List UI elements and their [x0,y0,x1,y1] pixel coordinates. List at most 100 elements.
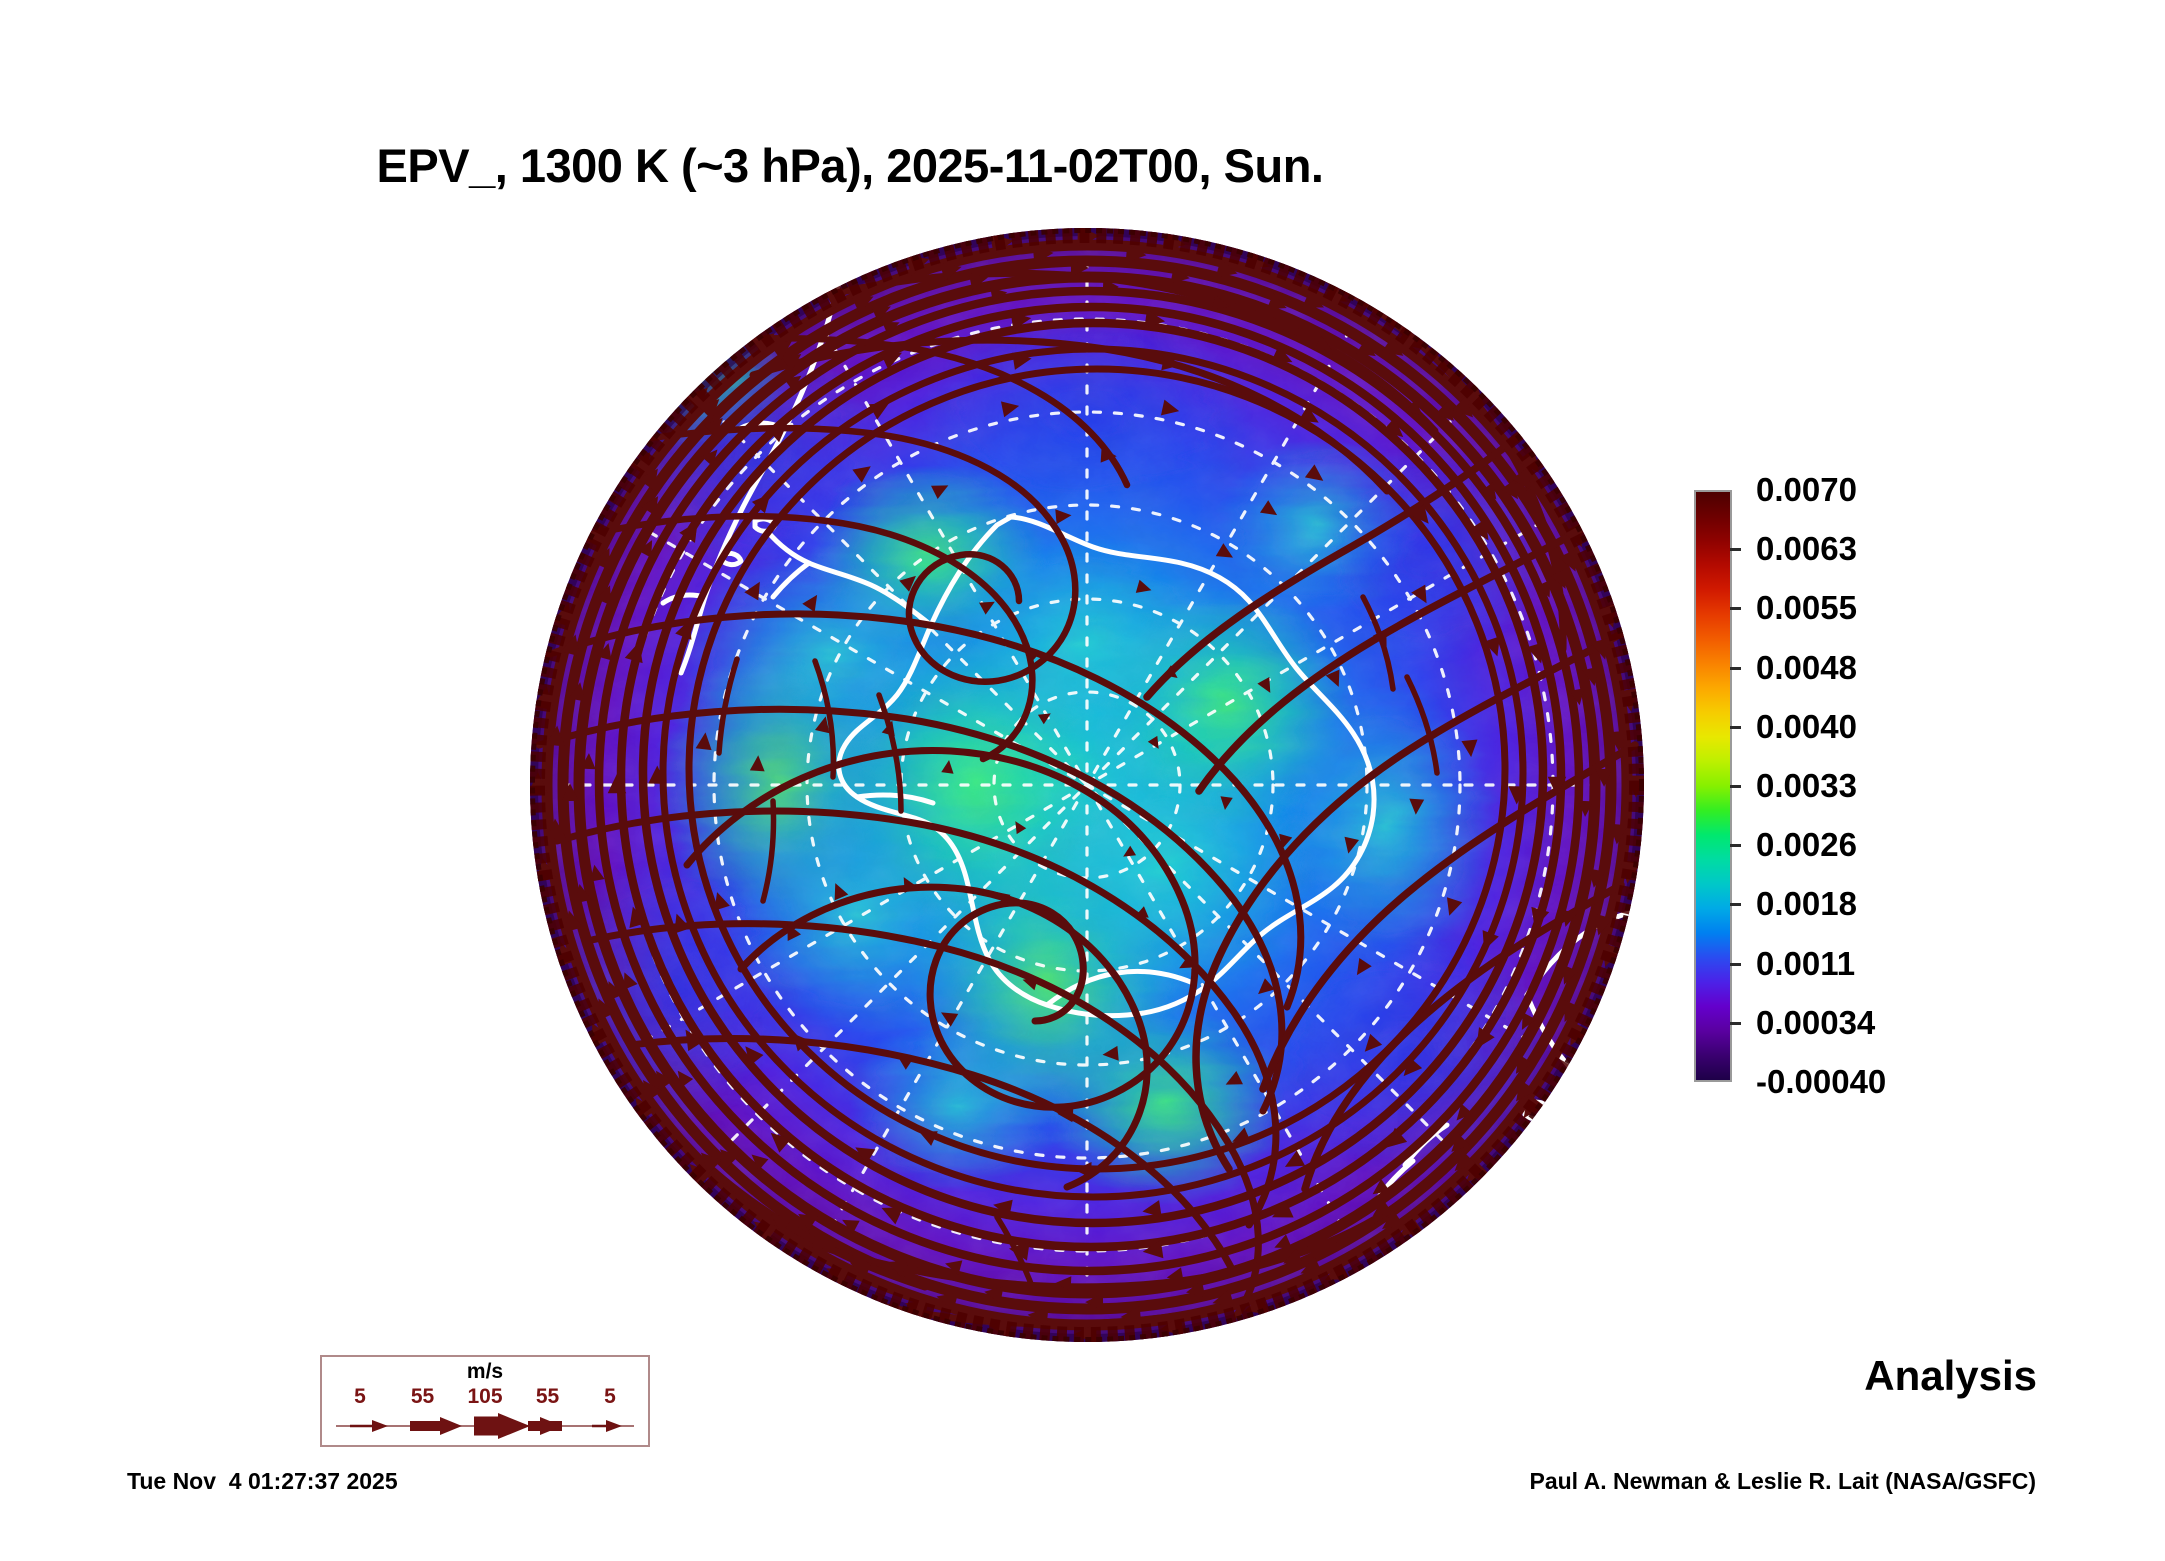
streamline-arrowhead [1516,1079,1536,1102]
streamline-arrowhead [624,641,643,664]
streamline-arrowhead [1461,739,1478,758]
streamline-arrowhead [679,521,698,543]
streamline-arrowhead [561,634,580,657]
streamline-arrowhead [1232,1127,1251,1143]
streamline-arrowhead [1057,1107,1074,1123]
colorbar-tick-label: 0.0048 [1756,648,1857,686]
streamline-arrowhead [1215,543,1233,558]
polar-stereographic-map[interactable] [527,225,1647,1345]
streamline-arrowhead [1536,580,1551,598]
streamline-arrowhead [1594,913,1613,936]
streamline-arrowhead [1134,906,1149,918]
streamline-arrowhead [592,547,610,571]
colorbar-tick [1730,607,1741,611]
streamline-arrowhead [882,321,900,336]
colorbar-gradient [1694,490,1732,1082]
streamline-arrowhead [896,1054,915,1070]
streamline-arrowhead [547,818,567,840]
streamline-arrowhead [1569,688,1585,706]
streamline-arrowhead [1508,786,1526,805]
streamline-arrowhead [996,891,1011,905]
streamline-arrowhead [1454,1150,1476,1172]
streamline-arrowhead [1215,259,1238,278]
streamline-arrowhead [545,725,565,747]
colorbar-tick [1730,548,1741,552]
streamline-arrowhead [1144,309,1166,328]
streamline-arrowhead [751,1154,769,1171]
streamline-arrowhead [1166,1267,1184,1283]
streamline-arrowhead [1609,823,1629,845]
streamline-arrowhead [881,720,895,737]
streamline-arrowhead [770,1214,793,1234]
streamline-arrowhead [1125,243,1147,263]
streamline-arrowhead [674,913,691,934]
streamline-arrowhead [834,883,849,901]
streamline-arrowhead [945,1260,963,1276]
colorbar-tick-label: 0.0040 [1756,707,1857,745]
streamline-arrowhead [993,1199,1013,1217]
streamline-arrowhead [698,398,720,420]
wind-value-label: 5 [604,1385,616,1408]
colorbar[interactable]: 0.0070 0.0063 0.0055 0.0048 0.0040 0.0033 0.00… [1694,473,2114,1108]
streamline-arrowhead [852,466,871,483]
streamline-arrowhead [936,1292,959,1311]
streamline-arrowhead [1284,1150,1306,1167]
streamline-arrowhead [1526,642,1545,664]
streamline-arrowhead [1547,776,1567,797]
streamline-arrowhead [1022,977,1039,991]
streamline-arrowhead [851,296,874,314]
streamline-arrowhead [855,1147,876,1165]
streamline-arrowhead [990,287,1008,303]
streamline-arrowhead [1300,1256,1323,1274]
streamline-arrowhead [744,581,760,601]
streamline-arrowhead [1135,579,1152,593]
streamline-arrowhead [1435,402,1454,421]
streamline-arrowhead [1325,669,1340,687]
streamline-arrowhead [607,981,624,1001]
streamline-arrowhead [1564,999,1582,1023]
streamline-arrowhead [1588,868,1606,888]
streamline-arrowhead [751,493,771,514]
streamline-arrowhead [1123,845,1137,857]
streamline-arrowhead [568,682,586,702]
streamline-arrowhead [1301,290,1325,308]
streamline-arrowhead [714,892,730,911]
streamline-arrowhead [784,375,802,392]
streamline-arrowhead [787,923,802,941]
streamline-arrowhead [1456,1103,1473,1121]
streamline-arrowhead [1010,311,1032,331]
streamline-arrowhead [1409,798,1425,815]
streamline-arrowhead [798,1213,818,1231]
streamline-arrowhead [1259,500,1278,516]
streamline-arrowhead [781,353,802,372]
streamline-arrowhead [814,716,830,734]
streamline-arrowhead [589,864,605,882]
streamline-arrowhead [766,422,788,443]
wind-speed-legend: m/s 5 55 105 55 5 [320,1355,650,1447]
streamline-arrowhead [1258,978,1275,995]
high-wind-rim [530,228,1644,1342]
colorbar-tick-label: 0.0055 [1756,589,1857,627]
streamline-arrowhead [871,305,891,322]
streamline-arrowhead [1298,405,1319,423]
streamline-arrowhead [1582,666,1600,686]
streamline-arrowhead [1405,399,1423,416]
streamline-arrowhead [1120,1305,1142,1325]
streamline-arrowhead [770,1132,792,1153]
streamline-arrowhead [1411,584,1427,604]
streamline-arrowhead [1283,1248,1303,1265]
streamline-arrowhead [1356,957,1372,976]
streamline-arrowhead [1070,259,1089,277]
streamline-arrowhead [1515,1054,1533,1074]
streamline-arrowhead [770,340,792,361]
streamline-arrowhead [1074,1161,1092,1179]
streamline-arrowhead [1274,1234,1292,1249]
streamline-arrowhead [1521,1012,1537,1030]
streamline-arrowhead [685,1029,704,1052]
streamline-arrowhead [720,1149,739,1168]
streamline-arrowhead [695,732,712,751]
streamline-arrowhead [623,972,638,990]
streamline-arrowhead [607,773,627,794]
streamline-arrowhead [1480,482,1497,500]
streamline-arrowhead [1102,278,1119,294]
